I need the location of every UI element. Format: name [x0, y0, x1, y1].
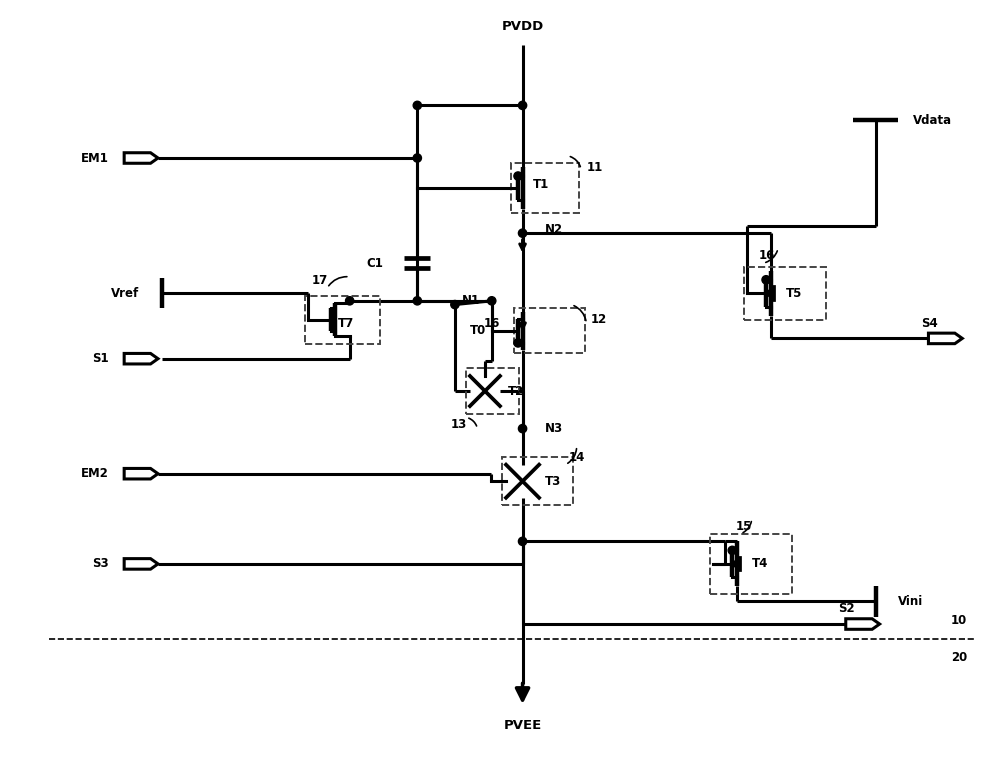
Circle shape — [518, 101, 527, 110]
Text: 13: 13 — [451, 418, 467, 431]
Circle shape — [518, 537, 527, 545]
Text: T3: T3 — [545, 475, 561, 488]
Text: 16: 16 — [759, 249, 775, 262]
Text: N3: N3 — [545, 422, 563, 435]
Text: T7: T7 — [338, 317, 354, 330]
Text: Vdata: Vdata — [913, 114, 953, 127]
Text: N2: N2 — [545, 223, 563, 236]
Text: T4: T4 — [752, 558, 768, 571]
Polygon shape — [731, 558, 740, 570]
Bar — [305, 295, 380, 344]
Text: S1: S1 — [93, 352, 109, 365]
Text: EM2: EM2 — [81, 467, 109, 480]
Bar — [514, 308, 585, 354]
Circle shape — [518, 424, 527, 433]
Text: 16: 16 — [484, 317, 500, 330]
Bar — [511, 163, 579, 213]
Circle shape — [762, 275, 770, 284]
Text: 17: 17 — [311, 274, 328, 287]
Text: T5: T5 — [786, 287, 802, 300]
Circle shape — [346, 297, 354, 305]
Text: 11: 11 — [586, 160, 603, 173]
Text: EM1: EM1 — [81, 152, 109, 164]
Text: PVDD: PVDD — [501, 20, 544, 33]
Text: T2: T2 — [508, 384, 524, 397]
Text: 20: 20 — [951, 651, 967, 664]
Text: C1: C1 — [367, 257, 383, 270]
Text: 14: 14 — [569, 451, 586, 464]
Circle shape — [728, 546, 736, 555]
Text: 15: 15 — [736, 520, 752, 533]
Circle shape — [514, 339, 522, 347]
Text: Vini: Vini — [898, 595, 924, 608]
Circle shape — [488, 297, 496, 305]
Text: 12: 12 — [590, 313, 606, 326]
Circle shape — [413, 297, 421, 305]
Circle shape — [518, 229, 527, 237]
Text: S3: S3 — [93, 558, 109, 571]
Text: S2: S2 — [838, 603, 855, 615]
Text: T1: T1 — [533, 178, 549, 191]
Text: 10: 10 — [951, 614, 967, 627]
Circle shape — [451, 301, 459, 308]
Text: N1: N1 — [462, 295, 480, 308]
Text: T0: T0 — [470, 324, 486, 337]
Text: S4: S4 — [921, 317, 938, 330]
Circle shape — [514, 172, 522, 180]
Text: PVEE: PVEE — [503, 719, 542, 732]
Polygon shape — [765, 287, 774, 300]
Bar — [710, 534, 792, 594]
Bar — [744, 267, 826, 320]
Bar — [502, 457, 573, 505]
Circle shape — [413, 101, 421, 110]
Bar — [466, 368, 519, 413]
Circle shape — [413, 154, 421, 162]
Text: Vref: Vref — [111, 287, 139, 300]
